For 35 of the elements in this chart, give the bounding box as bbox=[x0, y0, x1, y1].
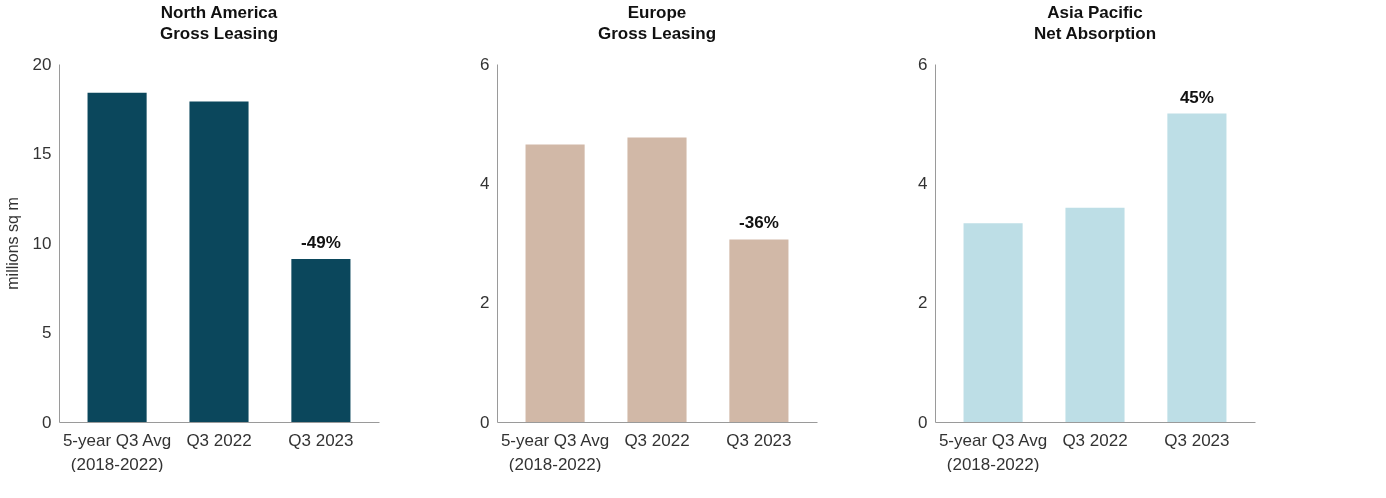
chart-title: North America Gross Leasing bbox=[159, 3, 279, 43]
annotation: -49% bbox=[301, 233, 341, 253]
annotation: 45% bbox=[1179, 87, 1214, 107]
bar bbox=[525, 144, 585, 422]
x-tick-label: Q3 2023 bbox=[1164, 430, 1230, 450]
bar bbox=[87, 92, 147, 422]
y-tick-label: 0 bbox=[42, 412, 52, 432]
y-tick-label: 6 bbox=[918, 54, 928, 74]
y-tick-label: 20 bbox=[32, 54, 52, 74]
y-tick-label: 4 bbox=[480, 173, 490, 193]
y-tick-label: 10 bbox=[32, 233, 52, 253]
y-tick-label: 2 bbox=[918, 293, 928, 313]
bar bbox=[189, 101, 249, 422]
x-tick-label: Q3 2022 bbox=[186, 430, 252, 450]
y-axis-title: millions sq m bbox=[3, 197, 21, 290]
x-tick-label: Q3 2023 bbox=[726, 430, 792, 450]
y-tick-label: 4 bbox=[918, 173, 928, 193]
y-tick-label: 0 bbox=[918, 412, 928, 432]
y-tick-label: 5 bbox=[42, 323, 52, 342]
y-tick-label: 6 bbox=[480, 54, 490, 74]
bar bbox=[627, 137, 687, 422]
bar bbox=[963, 223, 1023, 422]
x-tick-label: Q3 2022 bbox=[1062, 430, 1128, 450]
chart-title: Europe Gross Leasing bbox=[597, 3, 717, 43]
bar bbox=[291, 259, 351, 422]
x-tick-label: Q3 2023 bbox=[288, 430, 354, 450]
y-tick-label: 15 bbox=[32, 144, 52, 163]
y-tick-label: 2 bbox=[480, 293, 490, 313]
bar bbox=[1167, 113, 1227, 422]
x-tick-label: Q3 2022 bbox=[624, 430, 690, 450]
annotation: -36% bbox=[739, 213, 779, 233]
bar bbox=[1065, 207, 1125, 422]
bar bbox=[729, 239, 789, 422]
chart-title: Asia Pacific Net Absorption bbox=[1033, 3, 1157, 43]
y-tick-label: 0 bbox=[480, 412, 490, 432]
